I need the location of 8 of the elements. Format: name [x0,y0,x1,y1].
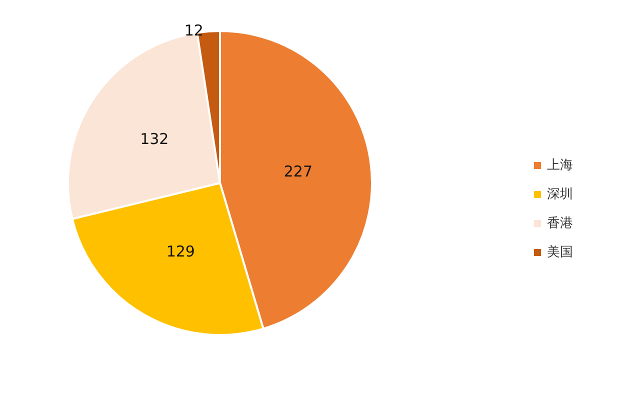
legend-label: 香港 [547,216,573,231]
data-label: 227 [284,162,312,181]
data-label: 129 [166,242,195,260]
legend-label: 上海 [547,158,573,173]
data-label: 132 [140,130,169,148]
data-label: 12 [184,21,204,40]
legend-label: 深圳 [547,187,573,202]
legend-label: 美国 [547,244,573,260]
